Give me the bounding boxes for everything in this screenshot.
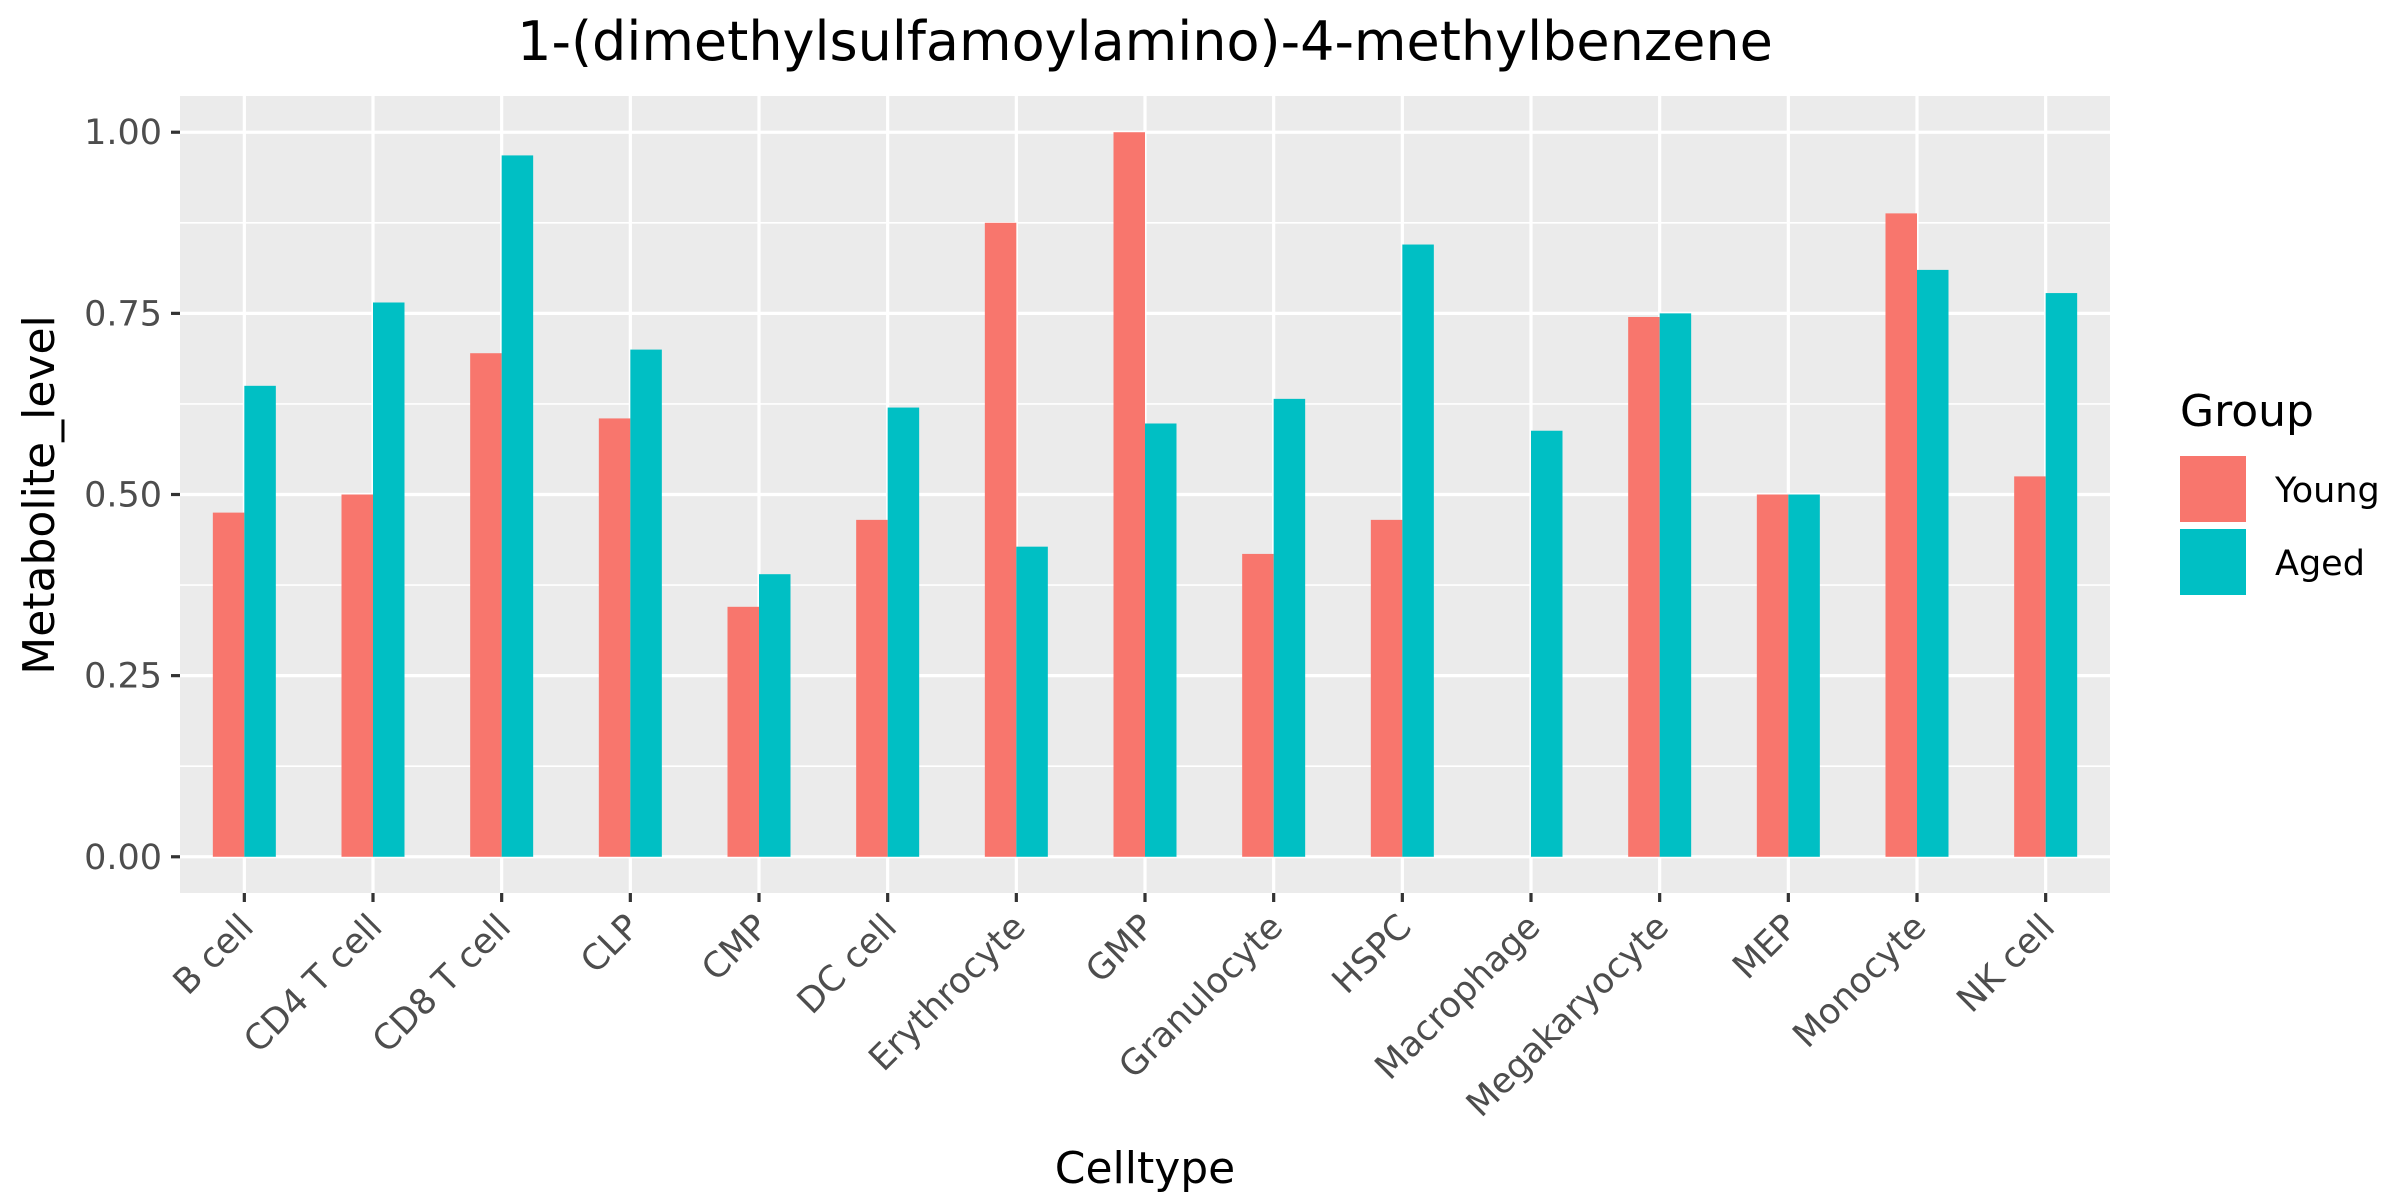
bar-aged-dc-cell bbox=[887, 407, 920, 857]
x-tick-label: CD4 T cell bbox=[237, 907, 391, 1061]
y-tick-label: 0.50 bbox=[84, 476, 162, 516]
bar-young-granulocyte bbox=[1242, 553, 1274, 857]
bar-aged-monocyte bbox=[1917, 269, 1949, 857]
bar-aged-nk-cell bbox=[2045, 293, 2078, 857]
bar-aged-cmp bbox=[759, 574, 791, 857]
y-axis: 0.00 0.25 0.50 0.75 1.00 bbox=[84, 113, 180, 878]
bar-aged-clp bbox=[630, 349, 662, 857]
bar-aged-macrophage bbox=[1531, 430, 1563, 857]
bar-young-hspc bbox=[1370, 519, 1403, 857]
bar-young-cmp bbox=[727, 606, 759, 857]
bar-aged-cd8-t-cell bbox=[501, 155, 534, 857]
bar-aged-erythrocyte bbox=[1016, 546, 1048, 857]
x-tick-label: NK cell bbox=[1950, 907, 2063, 1020]
bar-young-nk-cell bbox=[2014, 476, 2046, 857]
y-tick-label: 0.75 bbox=[84, 294, 162, 334]
bar-young-mep bbox=[1756, 494, 1789, 857]
legend: Group Young Aged bbox=[2180, 386, 2380, 595]
legend-label-young: Young bbox=[2274, 471, 2380, 511]
x-tick-label: GMP bbox=[1079, 907, 1163, 991]
bar-aged-mep bbox=[1788, 494, 1820, 857]
x-tick-label: CLP bbox=[573, 907, 647, 981]
bar-young-cd4-t-cell bbox=[341, 494, 373, 857]
legend-label-aged: Aged bbox=[2275, 544, 2365, 584]
bar-young-b-cell bbox=[212, 512, 245, 857]
chart-title: 1-(dimethylsulfamoylamino)-4-methylbenze… bbox=[517, 10, 1773, 73]
bar-aged-gmp bbox=[1145, 423, 1177, 857]
bar-young-erythrocyte bbox=[984, 222, 1017, 857]
bars bbox=[212, 132, 2078, 857]
legend-title: Group bbox=[2180, 386, 2314, 437]
x-tick-label: DC cell bbox=[790, 907, 905, 1022]
bar-young-clp bbox=[598, 418, 631, 857]
bar-aged-hspc bbox=[1402, 244, 1434, 857]
x-tick-label: CD8 T cell bbox=[365, 907, 519, 1061]
bar-aged-granulocyte bbox=[1273, 398, 1306, 857]
y-tick-label: 1.00 bbox=[84, 113, 162, 153]
y-tick-label: 0.00 bbox=[84, 838, 162, 878]
bar-young-cd8-t-cell bbox=[470, 353, 502, 857]
y-axis-title: Metabolite_level bbox=[14, 315, 65, 675]
bar-young-megakaryocyte bbox=[1628, 316, 1660, 857]
x-tick-label: Monocyte bbox=[1786, 907, 1935, 1056]
x-tick-label: B cell bbox=[166, 907, 262, 1003]
bar-aged-cd4-t-cell bbox=[373, 302, 405, 857]
y-tick-label: 0.25 bbox=[84, 657, 162, 697]
bar-aged-megakaryocyte bbox=[1659, 313, 1692, 857]
x-tick-label: CMP bbox=[695, 907, 777, 989]
bar-aged-b-cell bbox=[244, 385, 276, 857]
legend-key-aged bbox=[2180, 529, 2246, 595]
bar-young-dc-cell bbox=[856, 519, 888, 857]
bar-young-monocyte bbox=[1885, 213, 1917, 857]
bar-young-gmp bbox=[1113, 132, 1145, 857]
x-axis-title: Celltype bbox=[1055, 1143, 1236, 1194]
legend-key-young bbox=[2180, 456, 2246, 522]
x-tick-label: HSPC bbox=[1325, 907, 1420, 1002]
x-tick-label: MEP bbox=[1725, 907, 1805, 987]
